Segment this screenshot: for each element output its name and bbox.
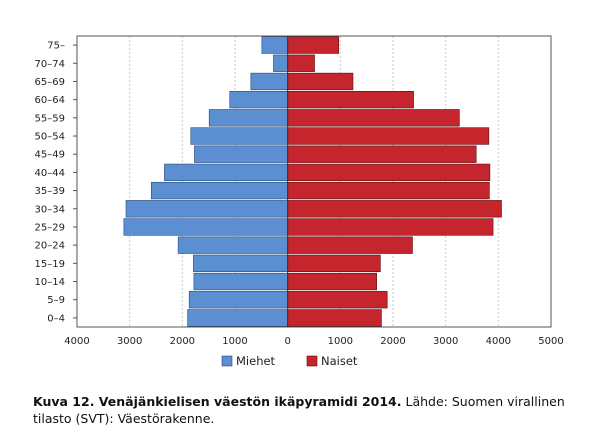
bar-naiset bbox=[287, 72, 354, 91]
legend-swatch bbox=[221, 355, 233, 367]
age-group-label: 75– bbox=[47, 41, 65, 52]
bar-naiset bbox=[287, 54, 315, 72]
legend-swatch bbox=[306, 355, 318, 367]
bar-miehet bbox=[208, 109, 288, 127]
age-group-label: 60–64 bbox=[35, 95, 65, 106]
age-group-label: 0–4 bbox=[47, 313, 65, 324]
age-group-label: 10–14 bbox=[35, 277, 65, 288]
x-tick-label: 1000 bbox=[328, 336, 353, 347]
plot-frame bbox=[76, 35, 552, 328]
bar-miehet bbox=[273, 54, 288, 72]
age-group-label: 20–24 bbox=[35, 241, 65, 252]
bar-miehet bbox=[193, 272, 288, 291]
age-group-label: 25–29 bbox=[35, 222, 65, 233]
bars bbox=[123, 36, 502, 327]
age-group-label: 65–69 bbox=[35, 77, 65, 88]
age-group-label: 30–34 bbox=[35, 204, 65, 215]
x-tick-labels: 4000 3000 2000 1000 0 1000 2000 3000 4000 5000 bbox=[64, 336, 563, 347]
bar-naiset bbox=[287, 163, 491, 182]
bar-miehet bbox=[123, 218, 288, 236]
bar-naiset bbox=[287, 218, 494, 236]
bar-naiset bbox=[287, 236, 413, 254]
x-tick-label: 4000 bbox=[486, 336, 511, 347]
x-tick-label: 1000 bbox=[222, 336, 247, 347]
x-tick-label: 5000 bbox=[538, 336, 563, 347]
age-group-labels: 0–4 5–9 10–14 15–19 20–24 25–29 30–34 35–39 40–4… bbox=[35, 41, 77, 324]
x-tick-label: 2000 bbox=[170, 336, 195, 347]
bar-miehet bbox=[261, 36, 288, 54]
legend-label: Naiset bbox=[321, 354, 358, 368]
legend: Miehet Naiset bbox=[221, 354, 358, 368]
bar-miehet bbox=[193, 254, 288, 272]
caption-title: Kuva 12. Venäjänkielisen väestön ikäpyra… bbox=[33, 394, 402, 409]
bar-naiset bbox=[287, 254, 381, 272]
figure-caption: Kuva 12. Venäjänkielisen väestön ikäpyra… bbox=[33, 393, 578, 427]
age-group-label: 50–54 bbox=[35, 132, 65, 143]
bar-naiset bbox=[287, 291, 388, 309]
age-group-label: 35–39 bbox=[35, 186, 65, 197]
bar-miehet bbox=[194, 145, 288, 163]
bar-miehet bbox=[187, 309, 288, 327]
bar-miehet bbox=[190, 127, 288, 145]
population-pyramid-chart: 0–4 5–9 10–14 15–19 20–24 25–29 30–34 35–39 40–4… bbox=[35, 35, 564, 368]
x-tick-label: 0 bbox=[284, 336, 290, 347]
bar-naiset bbox=[287, 200, 502, 218]
bar-miehet bbox=[177, 236, 288, 254]
legend-label: Miehet bbox=[236, 354, 276, 368]
bar-naiset bbox=[287, 272, 377, 291]
age-group-label: 55–59 bbox=[35, 113, 65, 124]
bar-naiset bbox=[287, 127, 490, 145]
bar-miehet bbox=[229, 91, 288, 109]
bar-naiset bbox=[287, 91, 414, 109]
x-tick-label: 3000 bbox=[117, 336, 142, 347]
axes bbox=[76, 35, 552, 328]
age-group-label: 45–49 bbox=[35, 150, 65, 161]
bar-naiset bbox=[287, 181, 490, 200]
age-group-label: 5–9 bbox=[47, 295, 65, 306]
x-tick-label: 2000 bbox=[380, 336, 405, 347]
bar-naiset bbox=[287, 109, 460, 127]
age-group-label: 70–74 bbox=[35, 59, 65, 70]
bar-naiset bbox=[287, 36, 340, 54]
bar-miehet bbox=[125, 200, 288, 218]
caption-source: Lähde: Suomen virallinen tilasto (SVT): … bbox=[33, 394, 565, 426]
x-tick-label: 4000 bbox=[64, 336, 89, 347]
bar-naiset bbox=[287, 309, 382, 327]
bar-miehet bbox=[164, 163, 288, 182]
age-group-label: 15–19 bbox=[35, 259, 65, 270]
x-tick-label: 3000 bbox=[433, 336, 458, 347]
bar-naiset bbox=[287, 145, 477, 163]
bar-miehet bbox=[250, 72, 288, 91]
bar-miehet bbox=[188, 291, 288, 309]
bar-miehet bbox=[150, 181, 288, 200]
age-group-label: 40–44 bbox=[35, 168, 65, 179]
